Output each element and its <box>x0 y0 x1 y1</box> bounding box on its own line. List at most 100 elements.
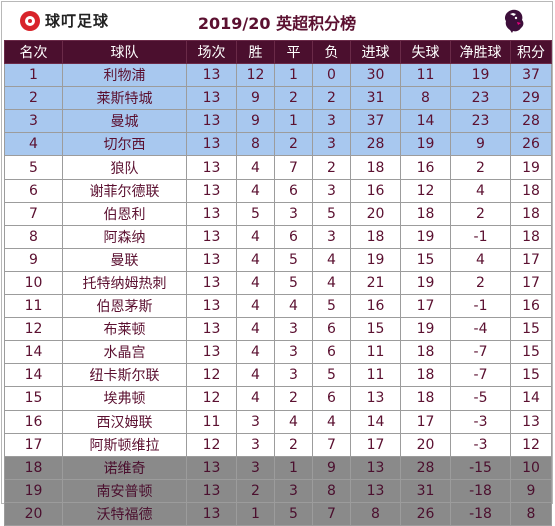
cell-played: 13 <box>186 178 237 203</box>
cell-played: 12 <box>186 363 237 388</box>
cell-gd: 2 <box>450 201 511 226</box>
table-body: 1 利物浦 13 12 1 0 30 11 19 37 2 莱斯特城 13 9 2 2 31 8 23 29 3 曼城 13… <box>4 63 552 526</box>
cell-gf: 20 <box>350 201 401 226</box>
header-bar: 球叮足球 2019/20 英超积分榜 <box>2 2 552 40</box>
cell-ga: 28 <box>400 455 451 480</box>
cell-won: 4 <box>236 247 275 272</box>
cell-drawn: 3 <box>274 317 313 342</box>
cell-rank: 8 <box>4 224 63 249</box>
cell-played: 13 <box>186 270 237 296</box>
cell-drawn: 4 <box>274 409 313 434</box>
cell-gd: 2 <box>450 270 511 296</box>
cell-ga: 14 <box>400 109 451 134</box>
cell-pts: 9 <box>510 478 552 503</box>
column-header-played: 场次 <box>186 39 237 65</box>
table-row: 10 托特纳姆热刺 13 4 5 4 21 19 2 17 <box>4 270 552 296</box>
cell-lost: 2 <box>312 155 351 180</box>
table-header-row: 名次 球队 场次胜平负进球 失球 净胜球 积分 <box>4 39 552 65</box>
cell-rank: 9 <box>4 247 63 272</box>
cell-ga: 18 <box>400 340 451 365</box>
cell-won: 9 <box>236 86 275 111</box>
cell-ga: 19 <box>400 317 451 342</box>
cell-won: 12 <box>236 63 275 88</box>
cell-gf: 18 <box>350 155 401 180</box>
cell-ga: 19 <box>400 132 451 157</box>
cell-ga: 18 <box>400 386 451 411</box>
cell-played: 13 <box>186 132 237 157</box>
cell-gd: -1 <box>450 224 511 249</box>
cell-gd: -4 <box>450 317 511 342</box>
cell-gf: 14 <box>350 409 401 434</box>
column-header-won: 胜 <box>236 39 275 65</box>
cell-played: 13 <box>186 317 237 342</box>
cell-lost: 3 <box>312 132 351 157</box>
cell-played: 13 <box>186 155 237 180</box>
column-header-rank: 名次 <box>4 39 63 65</box>
cell-played: 13 <box>186 224 237 249</box>
cell-ga: 8 <box>400 86 451 111</box>
table-row: 3 曼城 13 9 1 3 37 14 23 28 <box>4 109 552 134</box>
cell-drawn: 3 <box>274 363 313 388</box>
column-header-gd: 净胜球 <box>450 39 511 65</box>
table-row: 2 莱斯特城 13 9 2 2 31 8 23 29 <box>4 86 552 111</box>
cell-gf: 11 <box>350 340 401 365</box>
cell-lost: 4 <box>312 409 351 434</box>
cell-drawn: 2 <box>274 432 313 457</box>
cell-gd: -3 <box>450 432 511 457</box>
table-row: 16 西汉姆联 11 3 4 4 14 17 -3 13 <box>4 409 552 434</box>
cell-team: 曼联 <box>62 247 187 272</box>
cell-won: 4 <box>236 155 275 180</box>
cell-lost: 5 <box>312 201 351 226</box>
column-header-team: 球队 <box>62 39 187 65</box>
cell-played: 13 <box>186 478 237 503</box>
cell-team: 托特纳姆热刺 <box>62 270 187 296</box>
cell-won: 4 <box>236 363 275 388</box>
brand-name: 球叮足球 <box>45 12 110 30</box>
cell-gf: 18 <box>350 224 401 249</box>
cell-gf: 21 <box>350 270 401 296</box>
cell-lost: 0 <box>312 63 351 88</box>
table-row: 5 狼队 13 4 7 2 18 16 2 19 <box>4 155 552 180</box>
cell-pts: 26 <box>510 132 552 157</box>
cell-drawn: 3 <box>274 478 313 503</box>
cell-rank: 18 <box>4 455 63 480</box>
cell-drawn: 4 <box>274 294 313 319</box>
cell-won: 4 <box>236 178 275 203</box>
column-header-drawn: 平 <box>274 39 313 65</box>
cell-pts: 17 <box>510 270 552 296</box>
cell-played: 11 <box>186 409 237 434</box>
cell-gd: -3 <box>450 409 511 434</box>
cell-gd: -18 <box>450 478 511 503</box>
table-row: 1 利物浦 13 12 1 0 30 11 19 37 <box>4 63 552 88</box>
cell-gf: 31 <box>350 86 401 111</box>
cell-rank: 1 <box>4 63 63 88</box>
cell-ga: 17 <box>400 294 451 319</box>
brand-logo: 球叮足球 <box>20 10 109 31</box>
cell-team: 西汉姆联 <box>62 409 187 434</box>
cell-lost: 7 <box>312 432 351 457</box>
cell-gd: 4 <box>450 247 511 272</box>
cell-pts: 19 <box>510 155 552 180</box>
table-row: 8 阿森纳 13 4 6 3 18 19 -1 18 <box>4 224 552 249</box>
cell-gd: 4 <box>450 178 511 203</box>
table-row: 7 伯恩利 13 5 3 5 20 18 2 18 <box>4 201 552 226</box>
cell-team: 纽卡斯尔联 <box>62 363 187 388</box>
cell-played: 13 <box>186 340 237 365</box>
cell-gd: 2 <box>450 155 511 180</box>
table-row: 4 切尔西 13 8 2 3 28 19 9 26 <box>4 132 552 157</box>
cell-won: 4 <box>236 294 275 319</box>
cell-drawn: 6 <box>274 178 313 203</box>
cell-gf: 17 <box>350 432 401 457</box>
cell-played: 13 <box>186 455 237 480</box>
cell-team: 诺维奇 <box>62 455 187 480</box>
cell-pts: 10 <box>510 455 552 480</box>
cell-played: 12 <box>186 432 237 457</box>
cell-team: 曼城 <box>62 109 187 134</box>
cell-ga: 18 <box>400 201 451 226</box>
cell-gd: -5 <box>450 386 511 411</box>
cell-lost: 3 <box>312 109 351 134</box>
cell-team: 布莱顿 <box>62 317 187 342</box>
cell-lost: 3 <box>312 224 351 249</box>
cell-won: 3 <box>236 409 275 434</box>
cell-rank: 19 <box>4 478 63 503</box>
